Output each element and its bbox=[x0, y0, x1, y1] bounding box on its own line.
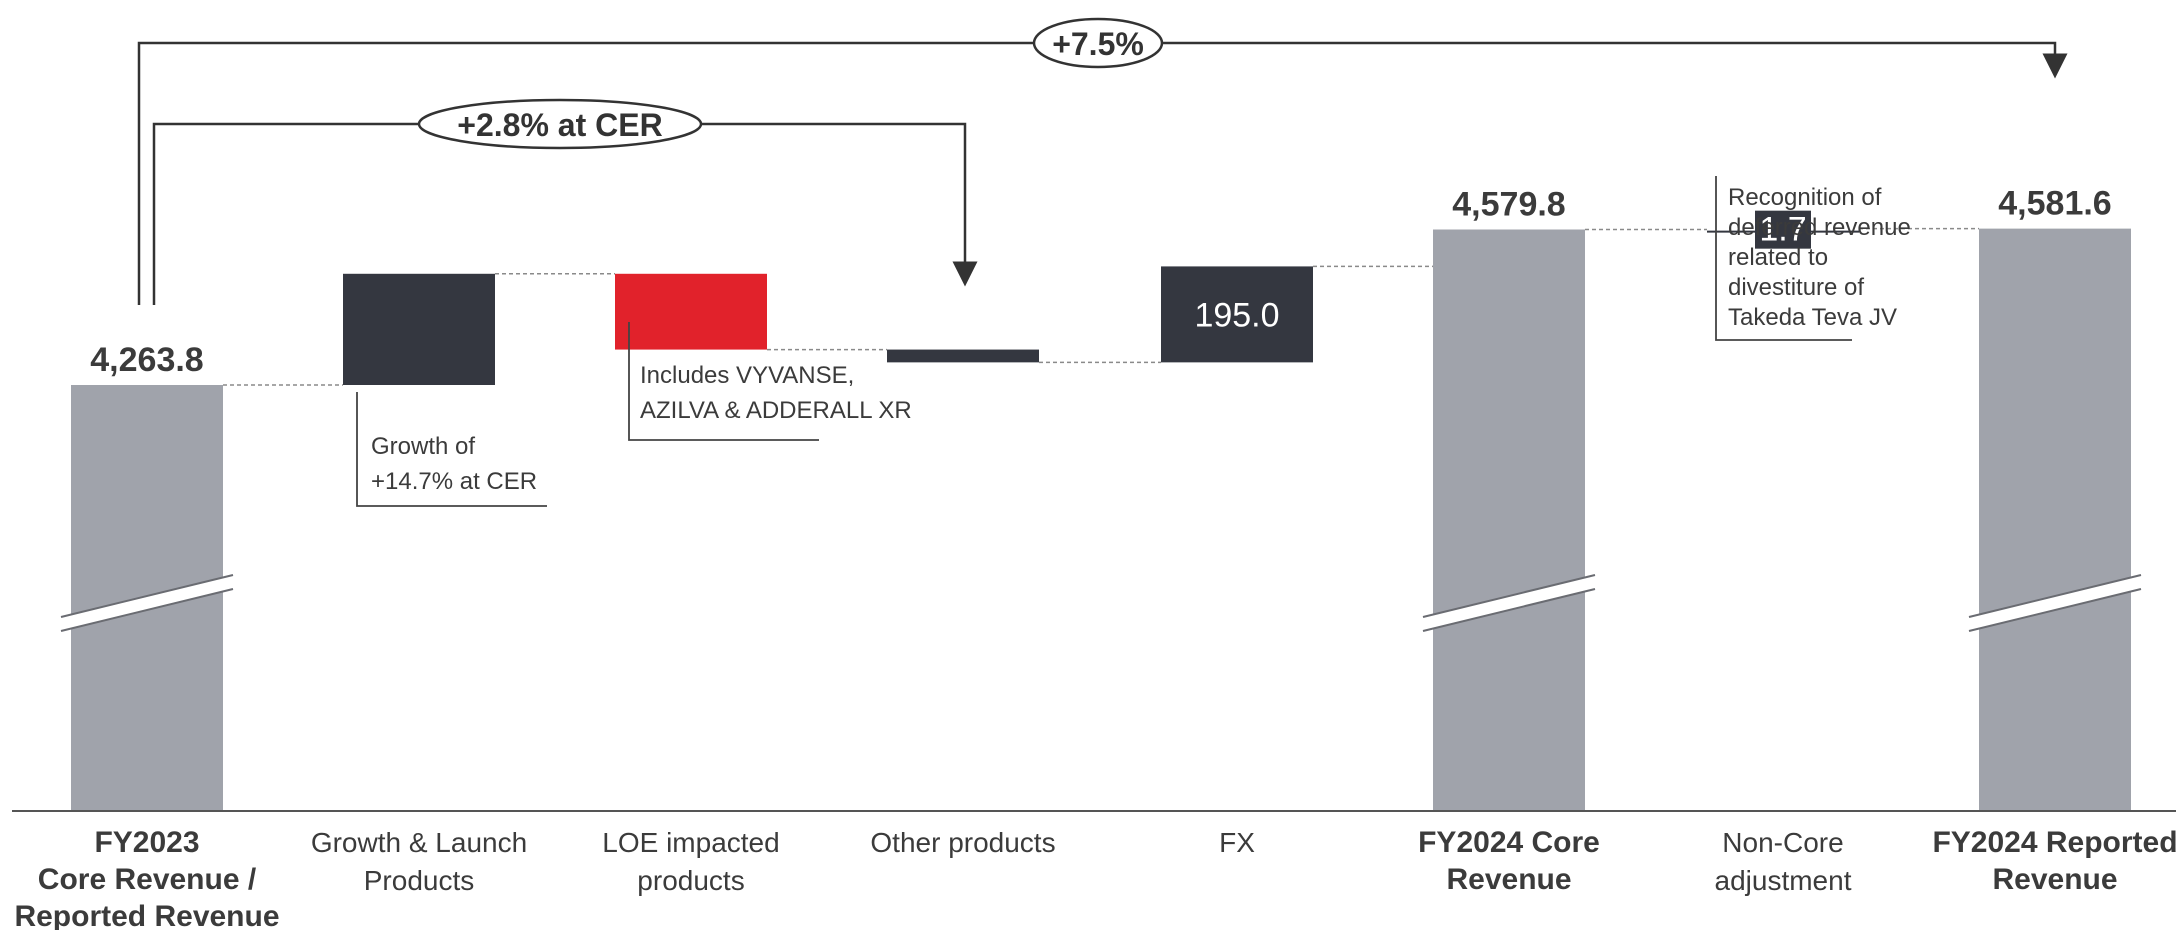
category-labels: FY2023 Core Revenue / Reported Revenue Grow… bbox=[14, 826, 2176, 930]
total-bracket-arrow bbox=[1163, 41, 2068, 79]
loe-note-text: Includes VYVANSE, bbox=[640, 362, 854, 389]
annotations: Growth of +14.7% at CER Includes VYVANSE, A… bbox=[356, 176, 1911, 507]
growth-note-text: +14.7% at CER bbox=[371, 468, 537, 495]
value-label-7: 4,581.6 bbox=[1998, 185, 2111, 223]
category-label: Growth & Launch bbox=[311, 827, 527, 858]
category-label: Reported Revenue bbox=[14, 900, 279, 930]
noncore-note-text: Recognition of bbox=[1728, 184, 1882, 211]
total-bracket-label: +7.5% bbox=[1052, 26, 1144, 62]
connector-lines bbox=[223, 227, 1979, 386]
growth-note-text: Growth of bbox=[371, 433, 475, 460]
noncore-note-text: Takeda Teva JV bbox=[1728, 304, 1897, 331]
category-label: LOE impacted bbox=[602, 827, 779, 858]
category-label: Revenue bbox=[1446, 863, 1571, 896]
noncore-note-text: divestiture of bbox=[1728, 274, 1864, 301]
bar-1 bbox=[343, 273, 495, 385]
category-label: Other products bbox=[870, 827, 1055, 858]
bar-2 bbox=[615, 273, 767, 350]
axis-break-line bbox=[1422, 574, 1596, 618]
axis-break-line bbox=[60, 588, 234, 632]
cer-bracket-line bbox=[152, 122, 418, 305]
noncore-note-line bbox=[1715, 176, 1852, 341]
axis-break-line bbox=[1968, 588, 2142, 632]
axis-break-gap bbox=[1969, 575, 2141, 631]
value-label-4: 195.0 bbox=[1194, 296, 1279, 334]
value-labels: 4,263.8 195.0 4,579.8 1.7 4,581.6 bbox=[90, 185, 2111, 379]
axis-break-gap bbox=[61, 575, 233, 631]
bar-5 bbox=[1433, 229, 1585, 812]
bar-3 bbox=[887, 349, 1039, 363]
growth-brackets: +2.8% at CER +7.5% bbox=[137, 17, 2068, 305]
category-label: Revenue bbox=[1992, 863, 2117, 896]
noncore-note-text: deferred revenue bbox=[1728, 214, 1911, 241]
cer-bracket-label: +2.8% at CER bbox=[457, 107, 662, 143]
category-label: products bbox=[637, 865, 744, 896]
axis-break-gap bbox=[1423, 575, 1595, 631]
bar-7 bbox=[1979, 228, 2131, 812]
growth-note-line bbox=[356, 392, 547, 507]
axis-break-marks bbox=[60, 574, 2142, 632]
category-label: adjustment bbox=[1715, 865, 1852, 896]
value-label-0: 4,263.8 bbox=[90, 341, 203, 379]
noncore-note-text: related to bbox=[1728, 244, 1828, 271]
cer-bracket-oval bbox=[417, 98, 703, 150]
loe-note-text: AZILVA & ADDERALL XR bbox=[640, 397, 912, 424]
value-label-6: 1.7 bbox=[1759, 211, 1806, 249]
value-label-5: 4,579.8 bbox=[1452, 186, 1565, 224]
axis-break-line bbox=[1422, 588, 1596, 632]
axis-break-line bbox=[1968, 574, 2142, 618]
category-label: FX bbox=[1219, 827, 1255, 858]
loe-note-line bbox=[628, 322, 819, 441]
axis-break-line bbox=[60, 574, 234, 618]
category-label: FY2024 Reported bbox=[1932, 826, 2176, 859]
category-label: FY2024 Core bbox=[1418, 826, 1600, 859]
cer-bracket-arrow bbox=[701, 122, 978, 287]
category-label: Products bbox=[364, 865, 475, 896]
bar-4 bbox=[1161, 266, 1313, 363]
category-label: Core Revenue / bbox=[38, 863, 257, 896]
category-label: Non-Core bbox=[1722, 827, 1843, 858]
noncore-box bbox=[1755, 210, 1811, 249]
category-label: FY2023 bbox=[94, 826, 199, 859]
total-bracket-oval bbox=[1032, 17, 1164, 69]
total-bracket-line bbox=[137, 41, 1034, 305]
